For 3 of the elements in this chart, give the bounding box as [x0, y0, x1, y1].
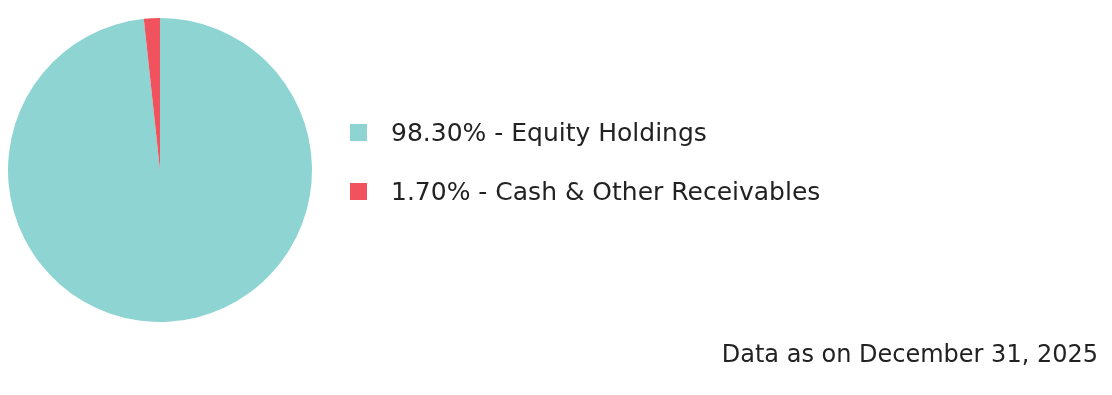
text: Data as on December 31, 2025: [721, 340, 1098, 368]
legend-label: 98.30% - Equity Holdings: [391, 118, 707, 147]
legend-label: 1.70% - Cash & Other Receivables: [391, 177, 821, 206]
